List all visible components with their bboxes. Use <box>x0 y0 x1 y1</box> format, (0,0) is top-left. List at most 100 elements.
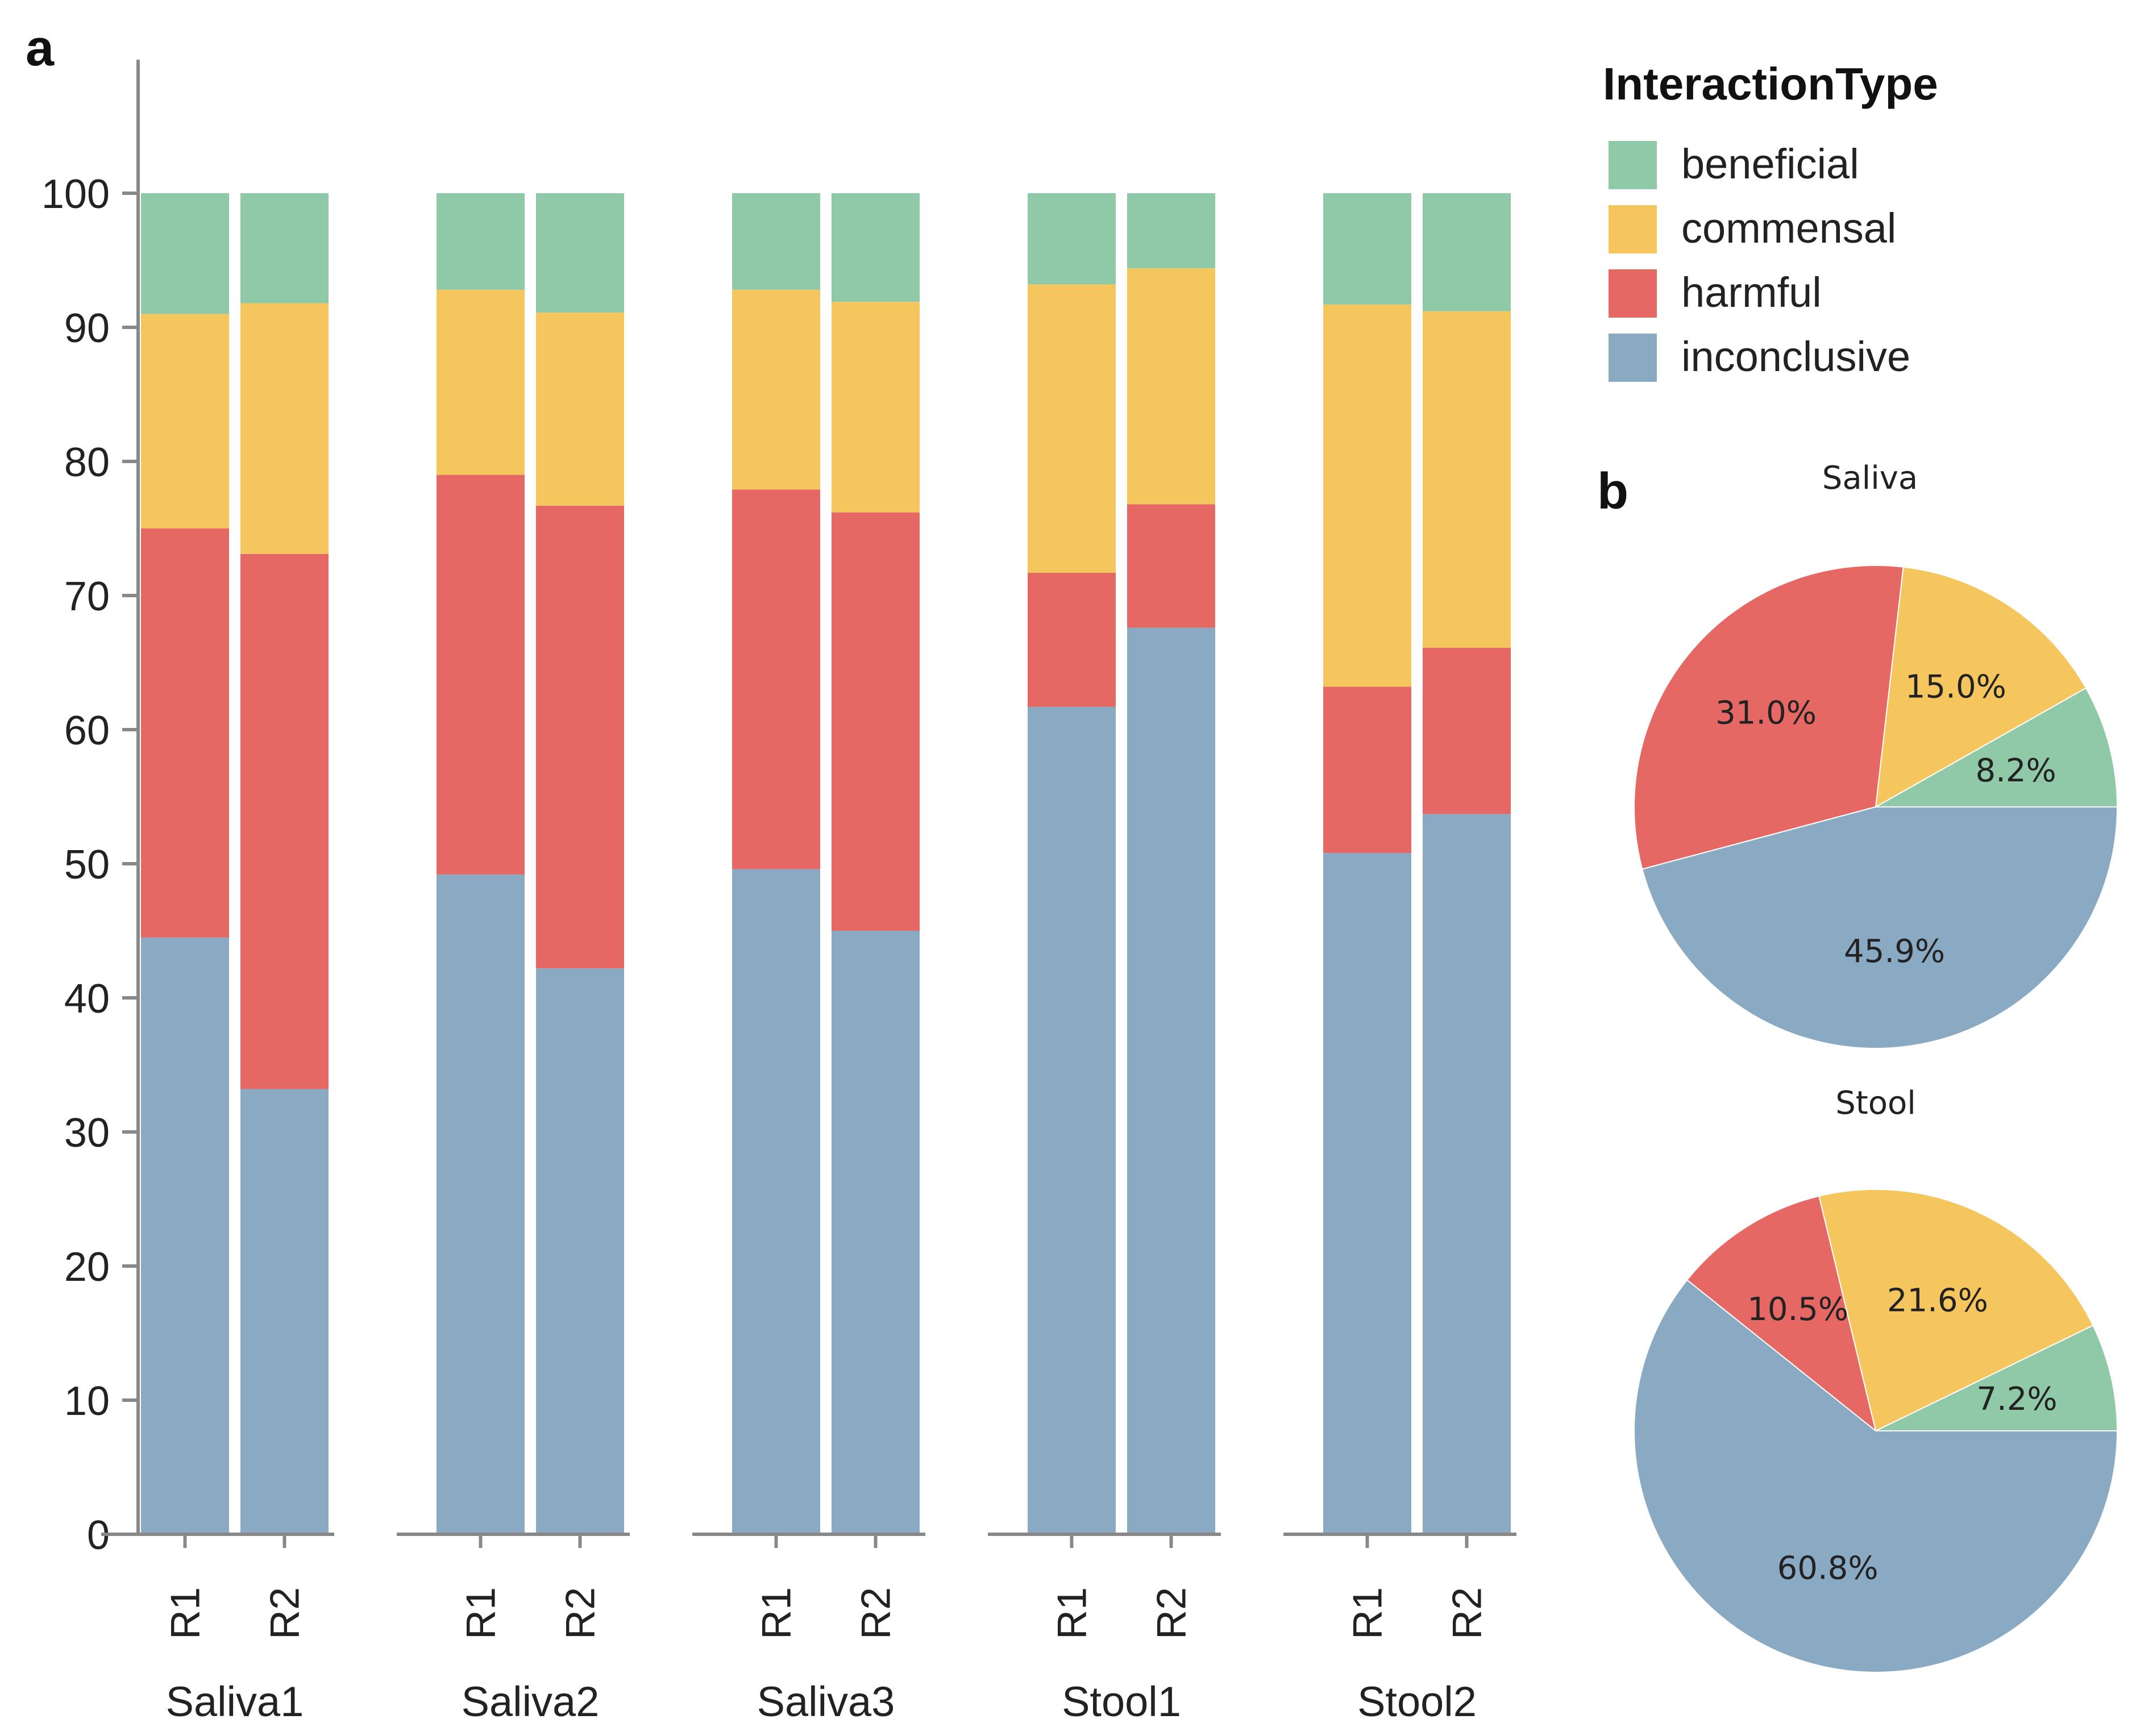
pie-label-stool-beneficial: 7.2% <box>1976 1381 2057 1418</box>
pie-label-stool-harmful: 10.5% <box>1747 1291 1848 1328</box>
bar-segment-saliva3-r2-beneficial <box>832 193 920 302</box>
group-label: Stool2 <box>1357 1678 1477 1725</box>
pie-slices-saliva: 8.2% 15.0% 31.0% 45.9% <box>1634 565 2118 1049</box>
bar-segment-stool2-r1-inconclusive <box>1323 853 1411 1534</box>
pie-slice-stool-harmful <box>1686 1195 1877 1433</box>
bar-segment-stool2-r2-inconclusive <box>1423 814 1511 1534</box>
y-tick-label: 30 <box>64 1110 110 1156</box>
bar-segment-saliva2-r2-beneficial <box>536 193 624 313</box>
bar-segment-stool2-r2-beneficial <box>1423 193 1511 311</box>
y-tick-label: 60 <box>64 708 110 753</box>
pie-slice-saliva-harmful <box>1634 565 1904 870</box>
legend-items: beneficial commensal harmful inconclusive <box>1609 140 1910 382</box>
x-tick-label: R1 <box>163 1587 209 1639</box>
panel-label-b: b <box>1597 463 1628 520</box>
x-tick-label: R2 <box>263 1587 308 1639</box>
pie-title-saliva: Saliva <box>1822 460 1918 497</box>
pie-chart-saliva: Saliva 8.2% 15.0% 31.0% 45.9% <box>1634 460 2118 1049</box>
pie-label-saliva-harmful: 31.0% <box>1715 694 1817 731</box>
bar-segment-stool1-r1-inconclusive <box>1028 706 1116 1534</box>
pie-slice-stool-inconclusive <box>1634 1279 2118 1673</box>
legend-label-inconclusive: inconclusive <box>1681 333 1910 380</box>
pie-slice-saliva-beneficial <box>1873 687 2118 807</box>
pie-label-saliva-inconclusive: 45.9% <box>1844 933 1945 970</box>
group-label: Saliva2 <box>462 1678 600 1725</box>
x-tick-label: R2 <box>854 1587 899 1639</box>
pie-slice-stool-commensal <box>1818 1189 2094 1432</box>
bar-segment-saliva3-r1-harmful <box>732 489 820 869</box>
bar-segment-stool2-r1-harmful <box>1323 686 1411 854</box>
bar-segment-saliva2-r1-inconclusive <box>437 874 525 1534</box>
x-tick-label: R2 <box>558 1587 604 1639</box>
group-label: Stool1 <box>1062 1678 1181 1725</box>
bar-segment-saliva2-r1-harmful <box>437 474 525 875</box>
y-tick-label: 40 <box>64 976 110 1022</box>
bar-segment-stool1-r2-inconclusive <box>1127 627 1215 1534</box>
legend-swatch-beneficial <box>1609 141 1657 189</box>
bar-segment-stool1-r2-beneficial <box>1127 193 1215 269</box>
legend-swatch-inconclusive <box>1609 334 1657 382</box>
bar-segment-saliva3-r1-beneficial <box>732 193 820 290</box>
pie-slice-saliva-inconclusive <box>1642 806 2118 1049</box>
bar-segment-saliva1-r2-commensal <box>240 303 329 554</box>
x-tick-label: R1 <box>459 1587 504 1639</box>
bar-segment-saliva2-r2-inconclusive <box>536 968 624 1534</box>
bar-segment-saliva2-r2-harmful <box>536 505 624 969</box>
y-tick-label: 100 <box>41 172 110 217</box>
pie-slice-stool-beneficial <box>1875 1325 2118 1431</box>
x-tick-label: R2 <box>1445 1587 1490 1639</box>
pie-chart-stool: Stool 7.2% 21.6% 10.5% 60.8% <box>1634 1085 2118 1673</box>
pie-label-stool-commensal: 21.6% <box>1887 1282 1988 1319</box>
x-tick-label: R1 <box>1345 1587 1391 1639</box>
legend-label-commensal: commensal <box>1681 205 1896 252</box>
bar-segment-stool1-r1-beneficial <box>1028 193 1116 285</box>
legend-label-beneficial: beneficial <box>1681 140 1859 188</box>
x-tick-label: R2 <box>1149 1587 1195 1639</box>
pie-slice-saliva-commensal <box>1875 566 2087 808</box>
bar-segment-stool2-r1-beneficial <box>1323 193 1411 305</box>
bar-segment-saliva2-r1-beneficial <box>437 193 525 290</box>
pie-label-stool-inconclusive: 60.8% <box>1777 1550 1879 1587</box>
bar-segment-saliva1-r2-harmful <box>240 553 329 1089</box>
group-label: Saliva3 <box>757 1678 895 1725</box>
panel-label-a: a <box>26 20 55 77</box>
bar-segment-saliva3-r1-inconclusive <box>732 869 820 1534</box>
y-tick-label: 10 <box>64 1379 110 1424</box>
bar-segment-saliva1-r1-inconclusive <box>141 937 229 1534</box>
bar-segment-stool1-r2-commensal <box>1127 268 1215 505</box>
bar-segment-saliva3-r1-commensal <box>732 289 820 490</box>
bar-segment-stool2-r2-commensal <box>1423 311 1511 648</box>
bar-segment-saliva1-r2-inconclusive <box>240 1089 329 1534</box>
y-tick-label: 50 <box>64 842 110 888</box>
y-tick-label: 90 <box>64 306 110 351</box>
legend-swatch-commensal <box>1609 205 1657 253</box>
pie-label-saliva-beneficial: 8.2% <box>1975 752 2056 789</box>
bar-segment-saliva1-r1-beneficial <box>141 193 229 314</box>
legend-title: InteractionType <box>1603 59 1938 109</box>
group-label: Saliva1 <box>166 1678 304 1725</box>
bar-segment-saliva3-r2-commensal <box>832 302 920 513</box>
y-tick-label: 20 <box>64 1244 110 1290</box>
bar-layer <box>141 193 1511 1534</box>
bar-segment-saliva3-r2-harmful <box>832 512 920 931</box>
bar-segment-saliva3-r2-inconclusive <box>832 931 920 1534</box>
x-axis: R1 R2 Saliva1 R1 R2 Saliva2 R1 R2 Saliva3 R1 R2 Sto… <box>101 1533 1516 1725</box>
bar-segment-stool1-r1-harmful <box>1028 572 1116 707</box>
bar-segment-saliva1-r2-beneficial <box>240 193 329 303</box>
pie-title-stool: Stool <box>1835 1085 1916 1122</box>
bar-segment-stool2-r2-harmful <box>1423 648 1511 814</box>
bar-segment-saliva2-r2-commensal <box>536 313 624 506</box>
y-tick-label: 70 <box>64 574 110 619</box>
pie-label-saliva-commensal: 15.0% <box>1905 668 2006 705</box>
legend-swatch-harmful <box>1609 269 1657 318</box>
bar-segment-saliva2-r1-commensal <box>437 289 525 475</box>
legend: InteractionType beneficial commensal harmf… <box>1603 59 1938 382</box>
x-tick-label: R1 <box>754 1587 800 1639</box>
legend-label-harmful: harmful <box>1681 269 1822 316</box>
pie-slices-stool: 7.2% 21.6% 10.5% 60.8% <box>1634 1189 2118 1673</box>
y-tick-label: 80 <box>64 440 110 485</box>
bar-segment-saliva1-r1-harmful <box>141 528 229 938</box>
